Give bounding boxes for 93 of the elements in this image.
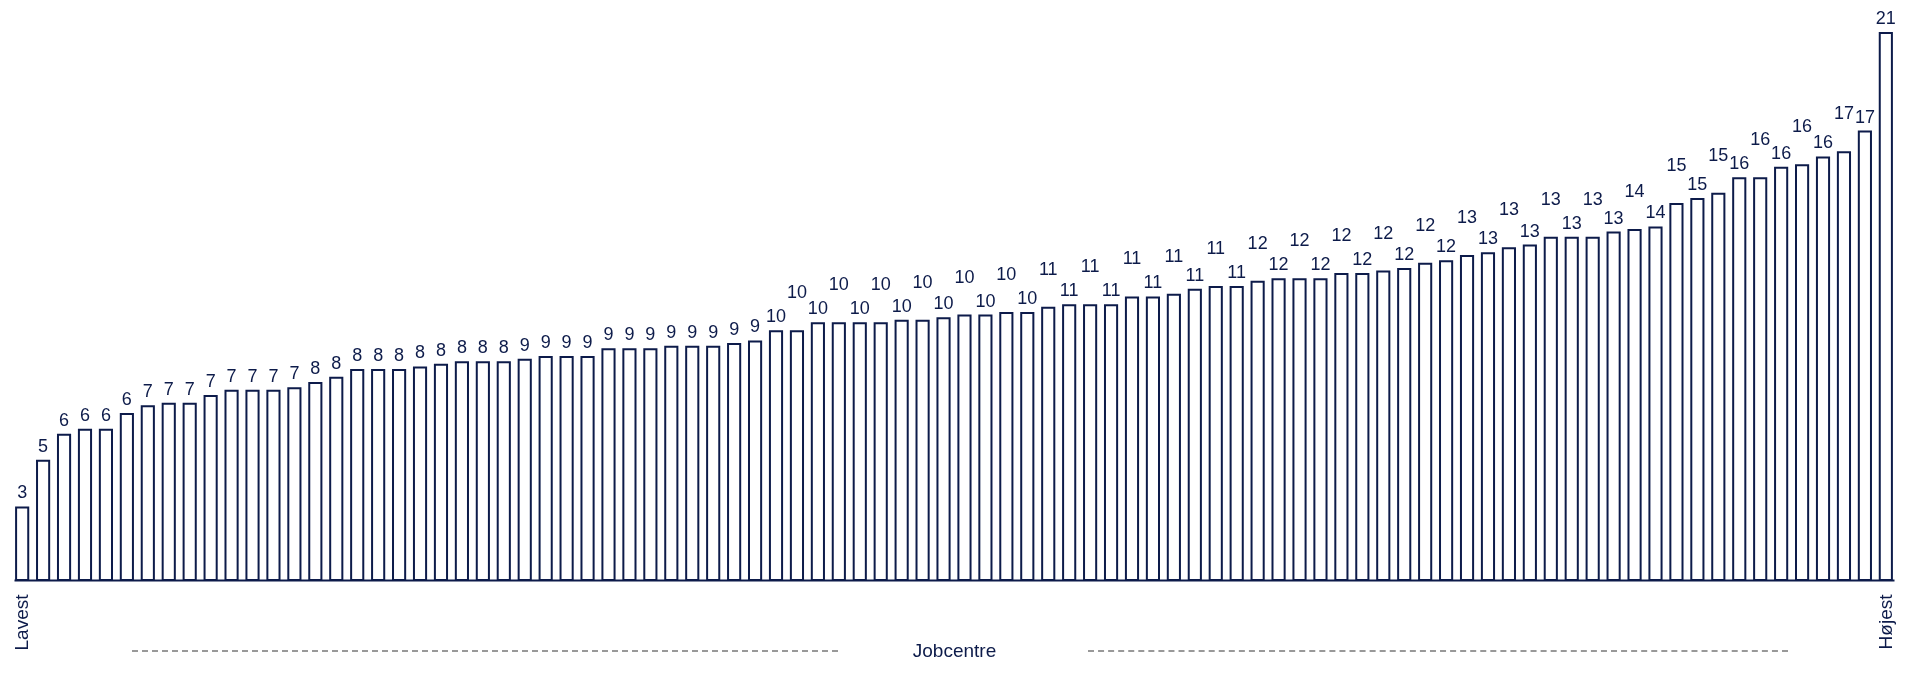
data-label: 16 [1729,153,1750,174]
data-label: 11 [1143,272,1163,293]
data-label: 9 [624,324,635,345]
data-label: 8 [477,337,488,358]
data-label: 12 [1289,230,1310,251]
data-label: 10 [954,266,975,287]
data-label: 16 [1792,116,1813,137]
data-label: 8 [310,357,321,378]
data-label: 12 [1310,254,1331,275]
data-label: 8 [394,345,405,366]
data-label: 13 [1457,206,1478,227]
data-label: 11 [1059,280,1079,301]
x-tick-label: Højest [1874,593,1896,650]
data-label: 9 [540,332,551,353]
data-label: 21 [1875,8,1896,28]
data-label: 5 [38,435,49,456]
data-label: 7 [142,381,153,402]
data-label: 17 [1833,103,1854,124]
data-label: 11 [1080,256,1100,277]
data-label: 9 [750,316,761,337]
data-label: 7 [184,378,195,399]
data-label: 8 [498,337,509,358]
data-label: 10 [1017,287,1038,308]
data-label: 13 [1519,220,1540,241]
data-label: 9 [729,319,740,340]
data-label: 12 [1415,214,1436,235]
data-label: 10 [807,298,828,319]
data-label: 8 [373,345,384,366]
data-label: 9 [519,334,530,355]
data-label: 8 [415,342,426,363]
data-label: 6 [59,409,70,430]
data-label: 11 [1164,245,1184,266]
data-label: 9 [645,324,656,345]
data-label: 9 [687,321,698,342]
data-label: 12 [1247,232,1268,253]
data-label: 6 [100,404,111,425]
data-label: 9 [603,324,614,345]
data-label: 12 [1331,225,1352,246]
data-label: 12 [1268,254,1289,275]
data-label: 13 [1498,199,1519,220]
data-label: 12 [1394,243,1415,264]
data-label: 10 [828,274,849,295]
data-label: 11 [1206,238,1226,259]
data-label: 15 [1666,155,1687,176]
data-label: 13 [1561,212,1582,233]
data-label: 13 [1477,228,1498,249]
x-tick-label: Lavest [11,593,33,651]
data-label: 7 [289,363,300,384]
data-label: 6 [121,389,132,410]
data-label: 16 [1750,129,1771,150]
data-label: 8 [456,337,467,358]
data-label: 12 [1352,249,1373,270]
data-label: 8 [435,339,446,360]
data-label: 13 [1540,188,1561,209]
data-label: 16 [1813,132,1834,153]
data-label: 8 [331,352,342,373]
data-label: 13 [1603,207,1624,228]
data-label: 14 [1645,202,1666,223]
data-label: 8 [352,345,363,366]
data-label: 7 [205,370,216,391]
data-label: 10 [975,290,996,311]
data-label: 15 [1687,173,1708,194]
data-label: 15 [1708,144,1729,165]
data-label: 11 [1185,264,1205,285]
data-label: 3 [17,482,28,503]
data-label: 7 [226,365,237,386]
data-label: 6 [79,404,90,425]
data-label: 7 [268,365,279,386]
data-label: 10 [765,306,787,327]
data-label: 13 [1582,188,1603,209]
data-label: 12 [1373,222,1394,243]
data-label: 10 [870,274,891,295]
data-label: 14 [1624,181,1645,202]
data-label: 11 [1227,262,1247,283]
data-label: 17 [1854,106,1875,127]
data-label: 10 [849,298,870,319]
data-label: 11 [1101,280,1121,301]
data-label: 12 [1436,236,1457,257]
data-label: 7 [247,365,258,386]
data-label: 10 [912,271,933,292]
data-label: 9 [708,321,719,342]
data-label: 9 [582,332,593,353]
data-label: 10 [996,263,1017,284]
data-label: 7 [163,378,174,399]
data-label: 10 [933,293,954,314]
data-label: 9 [666,321,677,342]
x-axis-title: Jobcentre [912,640,997,662]
data-label: 11 [1122,248,1142,269]
data-label: 9 [561,332,572,353]
data-label: 16 [1771,142,1792,163]
data-label: 10 [891,295,912,316]
data-label: 11 [1038,258,1058,279]
data-label: 10 [786,282,807,303]
